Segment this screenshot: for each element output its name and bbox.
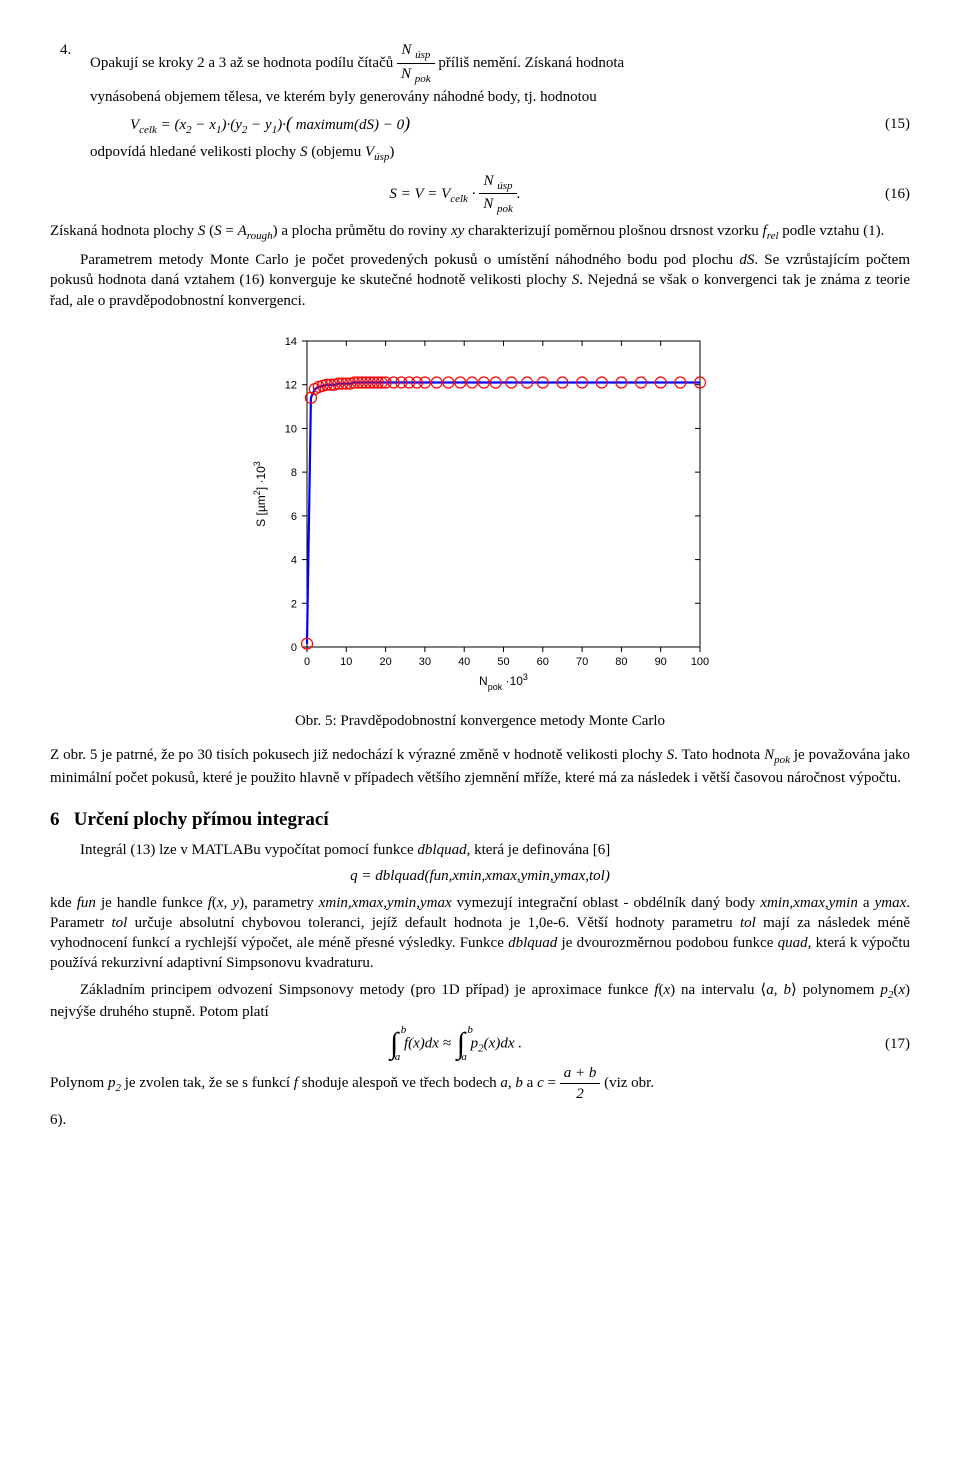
svg-text:Npok ·103: Npok ·103 — [479, 672, 528, 692]
section-num: 6 — [50, 809, 60, 830]
chart-svg: 0 10 20 30 40 50 60 70 80 90 100 0 2 4 6 8 10 12 14 Npok ·1… — [245, 329, 715, 699]
fraction-nusp-npok: N úsp N pok — [397, 40, 435, 87]
equation-dblquad: q = dblquad(fun,xmin,xmax,ymin,ymax,tol) — [50, 866, 910, 886]
frac-top: N úsp — [397, 40, 435, 64]
svg-text:S [µm2] ·103: S [µm2] ·103 — [252, 461, 268, 527]
fraction-nusp-npok: N úsp N pok — [479, 171, 517, 218]
text: vynásobená objemem tělesa, ve kterém byl… — [90, 87, 910, 107]
figure-caption: Obr. 5: Pravděpodobnostní konvergence me… — [50, 711, 910, 731]
svg-text:0: 0 — [304, 656, 310, 668]
svg-text:30: 30 — [419, 656, 431, 668]
frac-bot: N pok — [397, 64, 435, 87]
svg-text:90: 90 — [655, 656, 667, 668]
paragraph: kde fun je handle funkce f(x, y), parame… — [50, 893, 910, 974]
svg-text:40: 40 — [458, 656, 470, 668]
dot: . — [517, 185, 521, 201]
list-body: Opakují se kroky 2 a 3 až se hodnota pod… — [90, 40, 910, 107]
svg-text:50: 50 — [497, 656, 509, 668]
svg-text:12: 12 — [285, 380, 297, 392]
eq-num: (17) — [860, 1034, 910, 1054]
paragraph: Z obr. 5 je patrné, že po 30 tisích poku… — [50, 745, 910, 788]
text: Opakují se kroky 2 a 3 až se hodnota pod… — [90, 55, 397, 71]
svg-text:2: 2 — [291, 598, 297, 610]
frac-top: a + b — [560, 1063, 601, 1084]
svg-text:60: 60 — [537, 656, 549, 668]
equation-17: b∫a f(x)dx ≈ b∫a p2(x)dx . (17) — [50, 1029, 910, 1059]
svg-text:20: 20 — [379, 656, 391, 668]
svg-text:4: 4 — [291, 554, 297, 566]
svg-text:10: 10 — [285, 423, 297, 435]
svg-text:14: 14 — [285, 336, 297, 348]
section-6-heading: 6 Určení plochy přímou integrací — [50, 807, 910, 833]
list-number: 4. — [50, 40, 90, 107]
equation-15: Vcelk = (x2 − x1)·(y2 − y1)·( maximum(dS… — [50, 111, 910, 138]
svg-text:80: 80 — [615, 656, 627, 668]
text: příliš nemění. Získaná hodnota — [438, 55, 624, 71]
text: 6). — [50, 1110, 910, 1130]
fraction-ab-2: a + b 2 — [560, 1063, 601, 1105]
paragraph: Polynom p2 je zvolen tak, že se s funkcí… — [50, 1063, 910, 1105]
paragraph: Získaná hodnota plochy S (S = Arough) a … — [50, 221, 910, 244]
svg-text:6: 6 — [291, 511, 297, 523]
svg-text:70: 70 — [576, 656, 588, 668]
svg-text:10: 10 — [340, 656, 352, 668]
eq-num: (15) — [860, 114, 910, 134]
paragraph: Integrál (13) lze v MATLABu vypočítat po… — [50, 840, 910, 860]
list-item-4: 4. Opakují se kroky 2 a 3 až se hodnota … — [50, 40, 910, 107]
frac-bot: 2 — [560, 1084, 601, 1104]
text: odpovídá hledané velikosti plochy S (obj… — [50, 142, 910, 165]
section-title: Určení plochy přímou integrací — [74, 809, 329, 830]
svg-text:100: 100 — [691, 656, 709, 668]
paragraph: Parametrem metody Monte Carlo je počet p… — [50, 250, 910, 311]
equation-16: S = V = Vcelk · N úsp N pok . (16) — [50, 171, 910, 218]
paragraph: Základním principem odvození Simpsonovy … — [50, 980, 910, 1023]
convergence-chart: 0 10 20 30 40 50 60 70 80 90 100 0 2 4 6 8 10 12 14 Npok ·1… — [50, 329, 910, 705]
svg-text:8: 8 — [291, 467, 297, 479]
svg-text:0: 0 — [291, 642, 297, 654]
eq-num: (16) — [860, 184, 910, 204]
